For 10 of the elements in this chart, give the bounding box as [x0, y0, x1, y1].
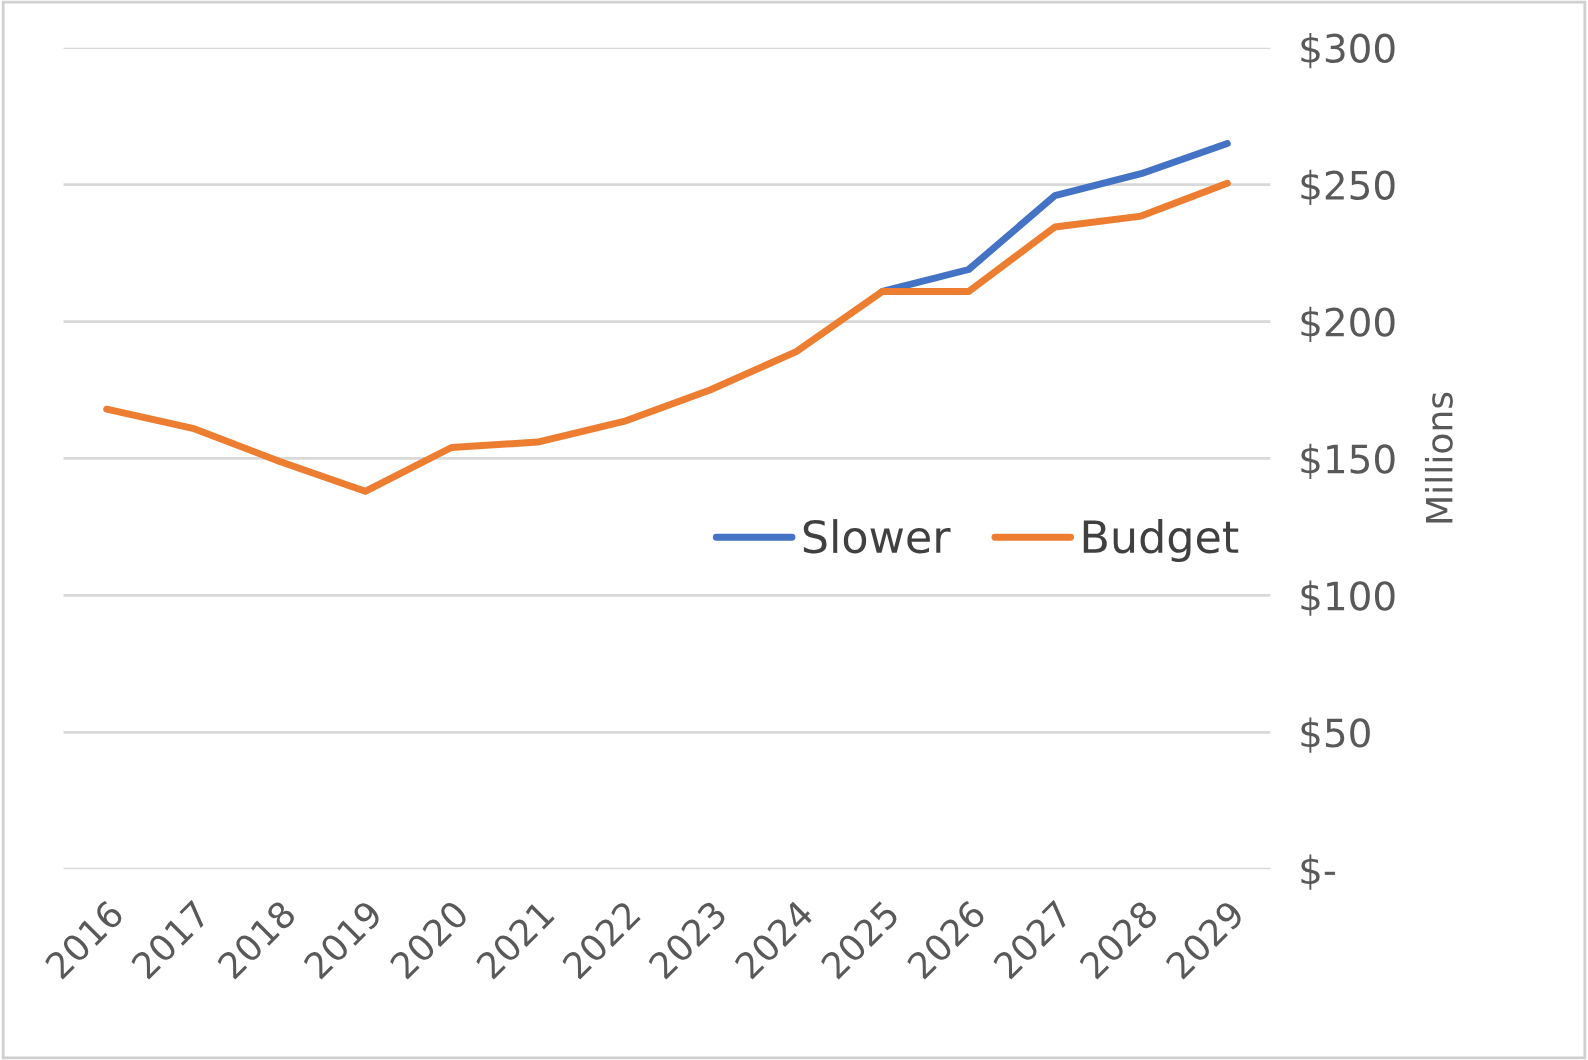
legend-label: Budget — [1083, 519, 1239, 563]
y-tick-label: $150 — [1301, 443, 1395, 479]
y-tick-label: $50 — [1301, 717, 1370, 753]
y-tick-label: $300 — [1301, 32, 1395, 69]
y-tick-label: $250 — [1301, 169, 1395, 206]
y-tick-label: $- — [1301, 854, 1336, 890]
y-axis-title: Millions — [1424, 392, 1453, 523]
legend-label: Slower — [803, 519, 951, 554]
y-tick-label: $100 — [1301, 580, 1395, 616]
y-tick-label: $200 — [1301, 306, 1395, 343]
